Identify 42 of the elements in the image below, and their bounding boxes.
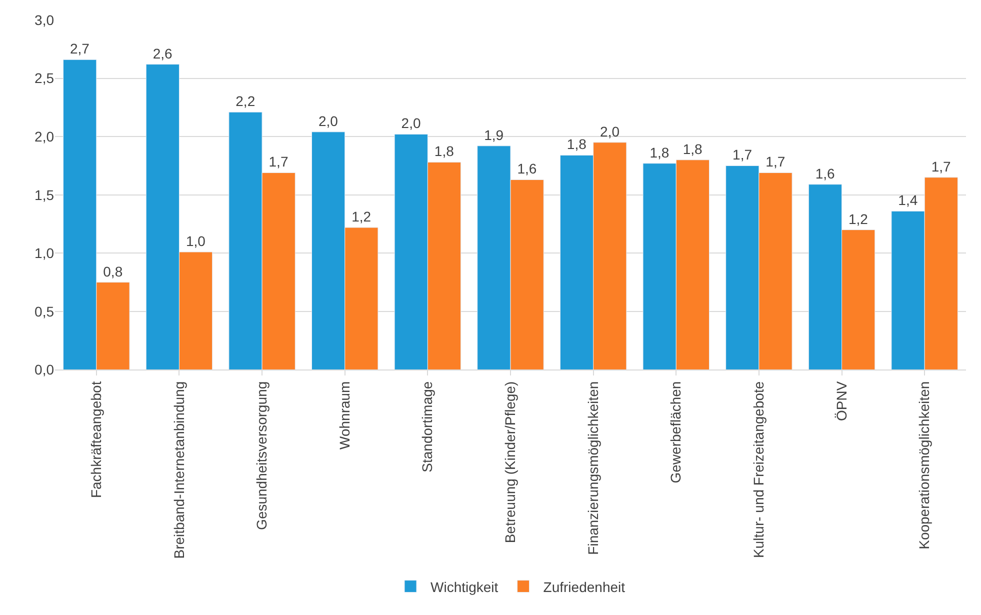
x-tick-label: Wohnraum [336,381,352,450]
data-label: 2,0 [318,112,338,129]
data-label: 1,6 [815,165,836,182]
y-tick-label: 0,0 [34,362,54,378]
legend-label: Wichtigkeit [430,578,498,595]
data-label: 2,0 [401,115,421,132]
data-label: 1,0 [186,232,206,249]
data-label: 1,7 [268,154,288,170]
x-tick-label: Standortimage [419,381,436,472]
data-label: 1,7 [931,158,951,174]
data-label: 1,2 [848,210,868,227]
x-tick-label: ÖPNV [833,380,850,421]
y-tick-label: 1,0 [34,245,54,262]
data-label: 1,7 [766,154,786,170]
y-tick-label: 2,0 [34,128,54,144]
y-tick-label: 1,5 [34,186,54,203]
data-label: 1,8 [566,136,587,152]
data-label: 2,6 [152,45,173,62]
x-tick-label: Betreuung (Kinder/Pflege) [502,381,518,544]
data-label: 1,8 [682,140,703,157]
x-tick-label: Breitband-Internetanbindung [170,381,187,559]
data-label: 2,7 [70,40,90,57]
data-label: 2,2 [236,93,256,110]
data-label: 0,8 [103,263,123,280]
data-label: 2,0 [600,123,620,140]
x-tick-label: Finanzierungsmöglichkeiten [584,381,601,555]
y-tick-label: 3,0 [34,12,54,28]
x-tick-label: Fachkräfteangebot [88,381,104,498]
y-tick-label: 0,5 [34,303,54,320]
data-label: 1,9 [484,126,504,143]
data-label: 1,8 [434,143,454,160]
x-tick-label: Gewerbeflächen [668,381,684,484]
data-label: 1,2 [352,208,372,224]
data-label: 1,6 [517,160,537,177]
data-label: 1,7 [732,146,752,163]
x-tick-label: Gesundheitsversorgung [254,381,270,530]
y-tick-label: 2,5 [34,70,54,86]
x-tick-label: Kultur- und Freizeitangebote [750,381,766,558]
data-label: 1,8 [650,144,670,160]
x-tick-label: Kooperationsmöglichkeiten [916,381,932,550]
data-label: 1,4 [898,192,918,208]
legend-label: Zufriedenheit [543,578,626,595]
